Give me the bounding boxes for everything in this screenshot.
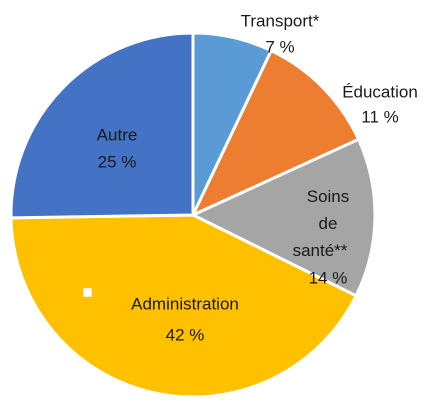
pie-slice <box>189 137 377 298</box>
pie-slice <box>9 31 195 220</box>
labels: Transport* 7 % Éducation 11 % Soins de santé**… <box>97 11 418 344</box>
selection-handle <box>80 285 95 300</box>
value-label: 11 % <box>361 107 399 126</box>
category-label: Administration <box>131 294 239 313</box>
value-label: 42 % <box>166 325 205 344</box>
category-label: Transport* <box>241 11 320 30</box>
value-label: 7 % <box>265 37 294 56</box>
pie-slice <box>189 48 361 219</box>
category-label: Éducation <box>342 82 418 101</box>
value-label: 14 % <box>309 268 348 287</box>
value-label: 25 % <box>98 152 137 171</box>
pie <box>9 31 377 399</box>
pie-slice <box>9 213 359 399</box>
category-label: Soins de santé** <box>293 187 350 260</box>
category-label: Autre <box>97 125 138 144</box>
